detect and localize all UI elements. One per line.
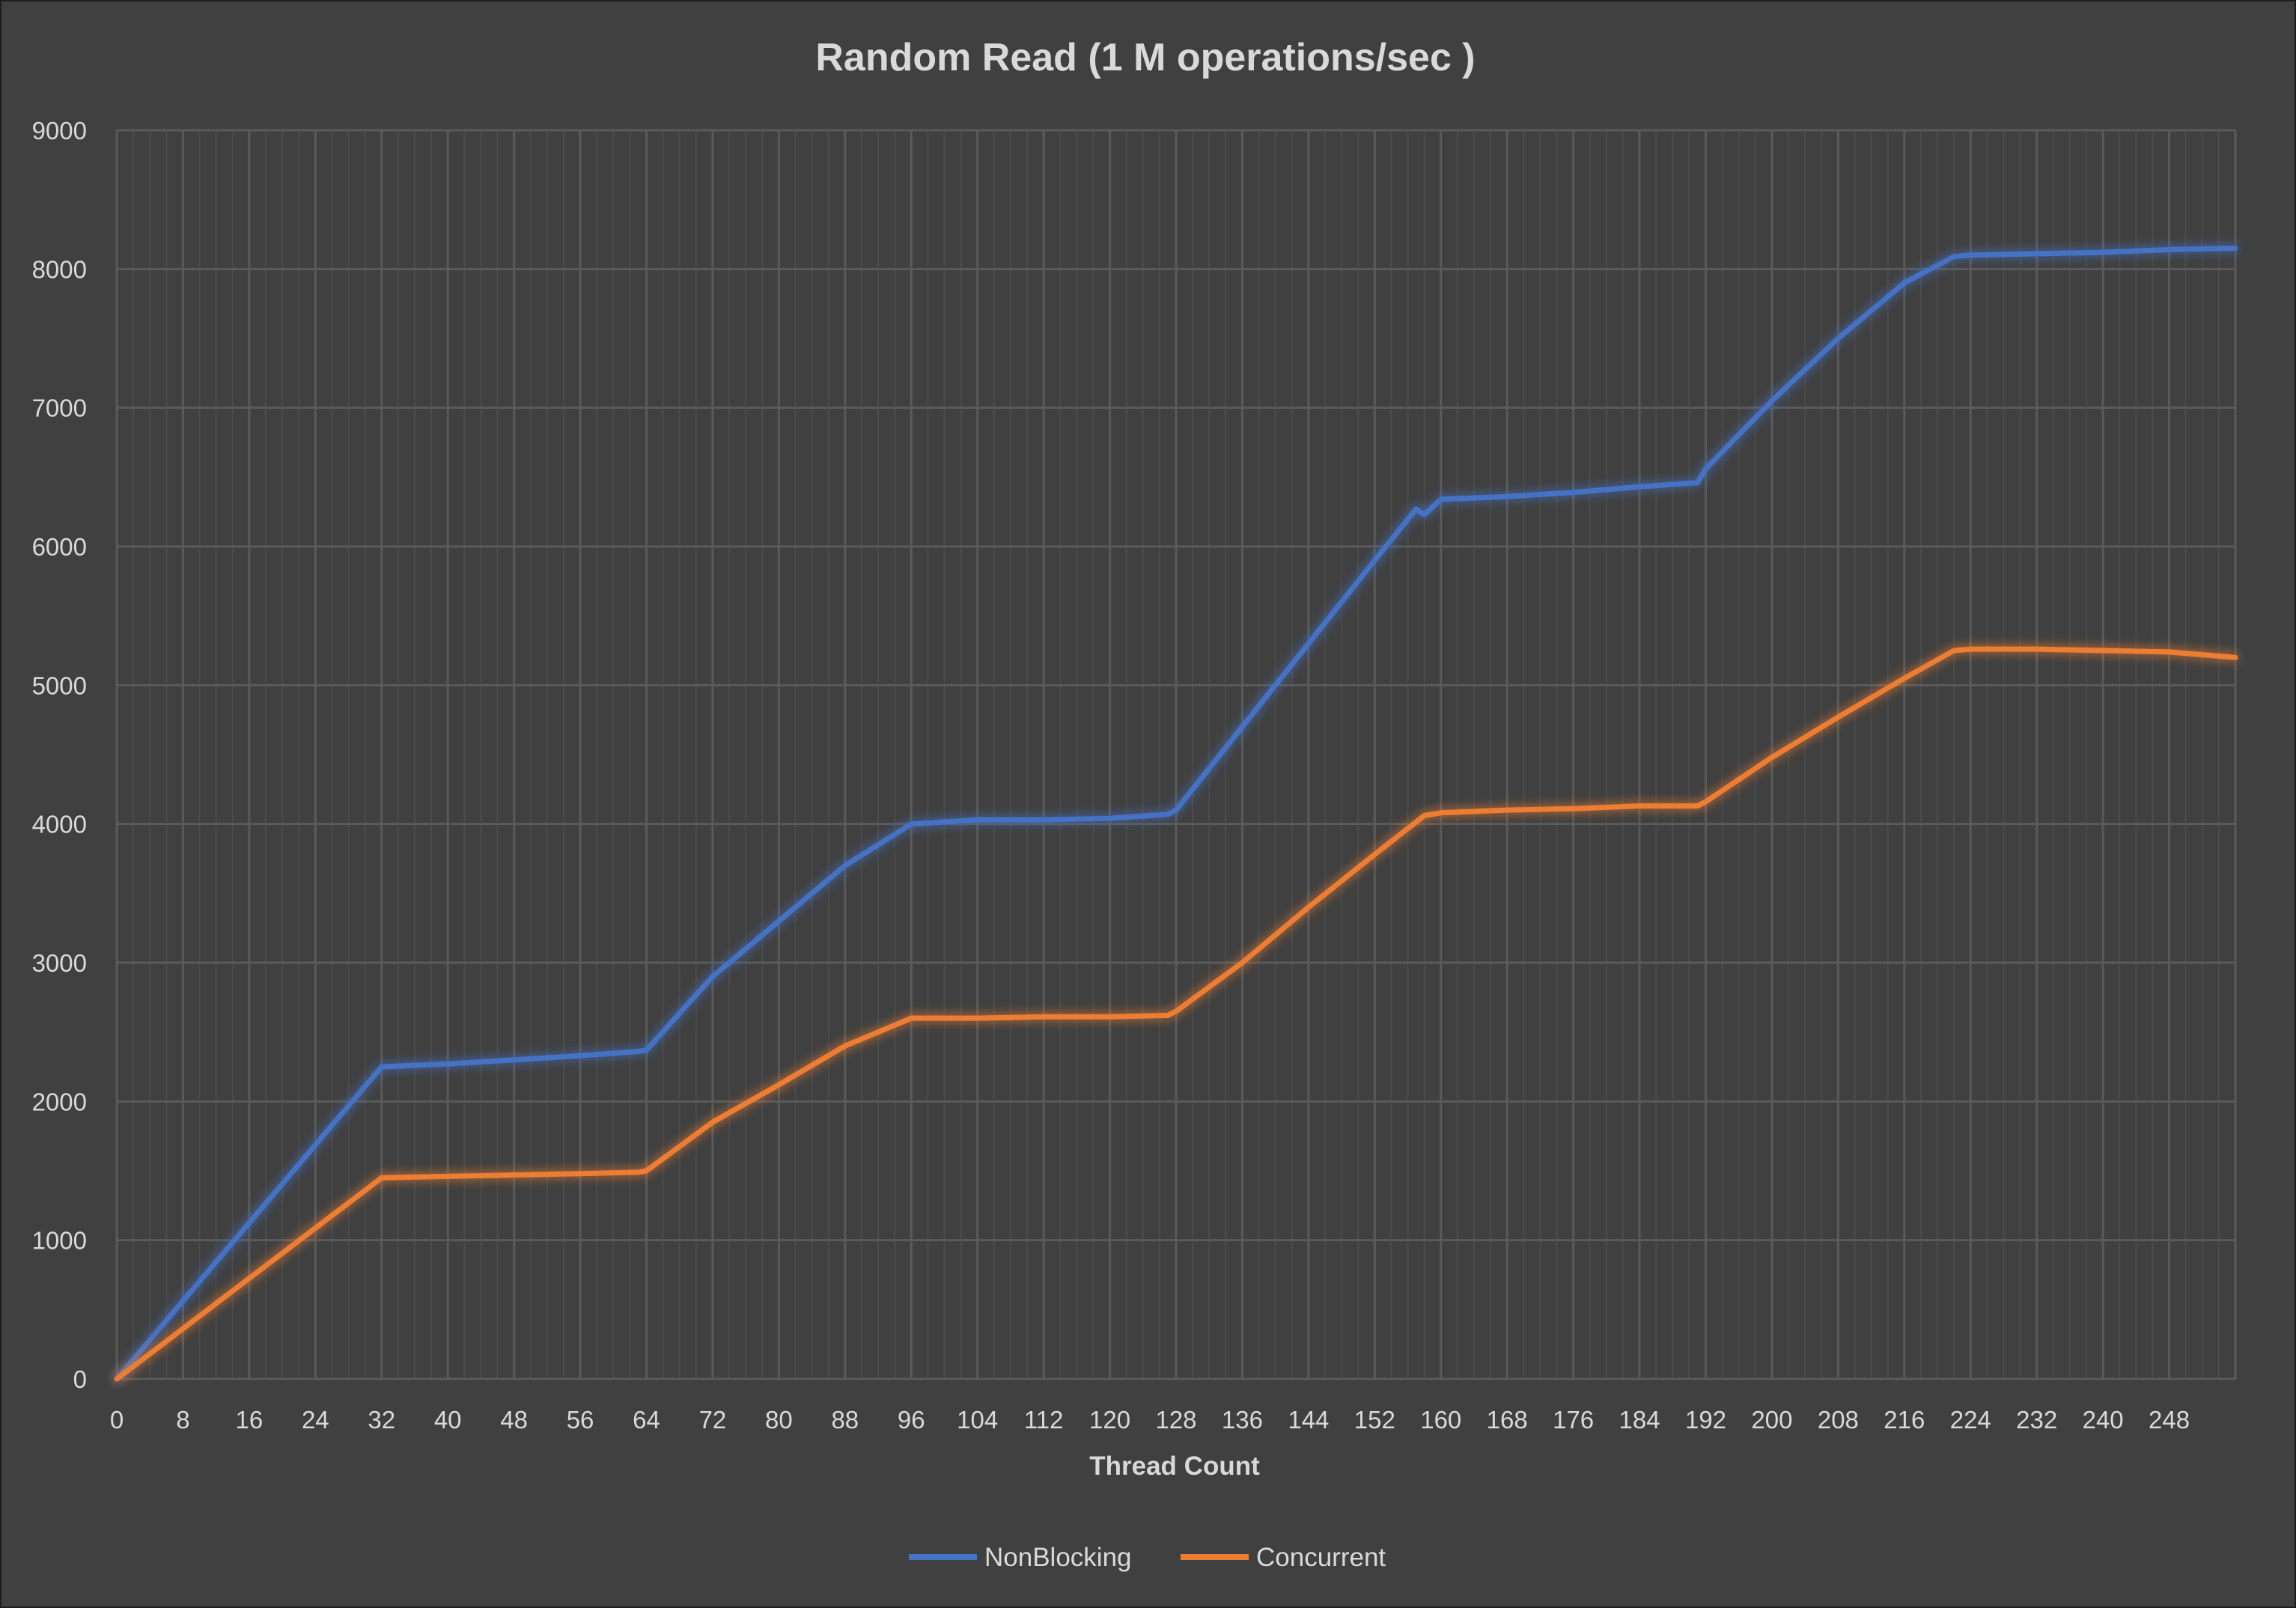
legend: NonBlocking Concurrent xyxy=(909,1543,1386,1572)
x-tick-label: 184 xyxy=(1619,1406,1660,1434)
x-tick-label: 40 xyxy=(434,1406,462,1434)
x-tick-label: 232 xyxy=(2016,1406,2057,1434)
y-tick-label: 1000 xyxy=(32,1227,87,1255)
x-tick-label: 248 xyxy=(2149,1406,2190,1434)
x-tick-label: 216 xyxy=(1884,1406,1925,1434)
y-tick-label: 0 xyxy=(73,1365,87,1393)
x-tick-label: 160 xyxy=(1420,1406,1461,1434)
x-tick-label: 136 xyxy=(1222,1406,1263,1434)
y-tick-label: 3000 xyxy=(32,949,87,977)
gridlines xyxy=(115,129,2237,1380)
x-tick-label: 96 xyxy=(898,1406,925,1434)
x-tick-label: 88 xyxy=(831,1406,859,1434)
x-tick-label: 80 xyxy=(765,1406,793,1434)
x-tick-label: 128 xyxy=(1155,1406,1196,1434)
x-tick-label: 8 xyxy=(176,1406,189,1434)
y-tick-label: 2000 xyxy=(32,1088,87,1115)
x-axis-tick-labels: 0 8 16 24 32 40 48 56 64 72 80 88 96 104 112 120 128 136 1… xyxy=(110,1406,2190,1434)
x-tick-label: 64 xyxy=(633,1406,660,1434)
legend-item-concurrent: Concurrent xyxy=(1181,1543,1386,1572)
x-tick-label: 168 xyxy=(1487,1406,1528,1434)
series-line-nonblocking xyxy=(114,246,2238,1382)
y-tick-label: 4000 xyxy=(32,811,87,838)
x-tick-label: 208 xyxy=(1818,1406,1859,1434)
series-lines xyxy=(114,246,2238,1382)
x-tick-label: 152 xyxy=(1354,1406,1395,1434)
x-tick-label: 200 xyxy=(1751,1406,1792,1434)
legend-label-nonblocking: NonBlocking xyxy=(984,1543,1132,1572)
x-tick-label: 176 xyxy=(1553,1406,1594,1434)
x-tick-label: 112 xyxy=(1024,1406,1064,1434)
y-tick-label: 8000 xyxy=(32,255,87,283)
chart-title: Random Read (1 M operations/sec ) xyxy=(815,36,1475,79)
y-axis-tick-labels: 0 1000 2000 3000 4000 5000 6000 7000 8000 9000 xyxy=(32,117,87,1393)
legend-label-concurrent: Concurrent xyxy=(1256,1543,1386,1572)
x-tick-label: 48 xyxy=(500,1406,528,1434)
x-tick-label: 240 xyxy=(2083,1406,2124,1434)
x-tick-label: 72 xyxy=(699,1406,727,1434)
x-tick-label: 104 xyxy=(957,1406,998,1434)
x-tick-label: 224 xyxy=(1950,1406,1991,1434)
x-tick-label: 120 xyxy=(1089,1406,1130,1434)
x-tick-label: 192 xyxy=(1685,1406,1726,1434)
x-tick-label: 32 xyxy=(368,1406,395,1434)
x-tick-label: 24 xyxy=(302,1406,329,1434)
x-tick-label: 144 xyxy=(1288,1406,1329,1434)
y-tick-label: 5000 xyxy=(32,671,87,699)
x-tick-label: 0 xyxy=(110,1406,124,1434)
x-tick-label: 16 xyxy=(236,1406,264,1434)
y-tick-label: 9000 xyxy=(32,117,87,144)
series-line-concurrent xyxy=(114,646,2238,1382)
y-tick-label: 7000 xyxy=(32,395,87,422)
x-axis-title: Thread Count xyxy=(1089,1452,1260,1481)
legend-item-nonblocking: NonBlocking xyxy=(909,1543,1132,1572)
y-tick-label: 6000 xyxy=(32,533,87,561)
x-tick-label: 56 xyxy=(567,1406,594,1434)
